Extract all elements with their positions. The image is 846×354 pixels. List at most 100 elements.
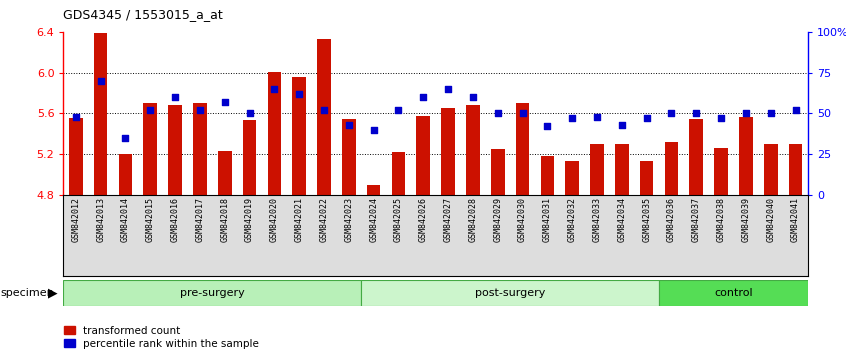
Text: GDS4345 / 1553015_a_at: GDS4345 / 1553015_a_at bbox=[63, 8, 223, 21]
Text: GSM842032: GSM842032 bbox=[568, 197, 577, 242]
Text: GSM842021: GSM842021 bbox=[294, 197, 304, 242]
Point bbox=[193, 107, 206, 113]
Text: GSM842012: GSM842012 bbox=[71, 197, 80, 242]
Point bbox=[788, 107, 802, 113]
Bar bbox=[267, 72, 281, 195]
Point bbox=[565, 115, 579, 121]
Bar bbox=[591, 144, 604, 195]
Bar bbox=[541, 156, 554, 195]
Text: GSM842041: GSM842041 bbox=[791, 197, 800, 242]
Text: GSM842031: GSM842031 bbox=[543, 197, 552, 242]
Bar bbox=[659, 280, 808, 306]
Bar bbox=[689, 119, 703, 195]
Bar bbox=[788, 144, 802, 195]
Point bbox=[714, 115, 728, 121]
Bar bbox=[739, 118, 753, 195]
Text: GSM842035: GSM842035 bbox=[642, 197, 651, 242]
Point bbox=[491, 110, 504, 116]
Bar bbox=[69, 118, 83, 195]
Point bbox=[591, 114, 604, 119]
Point bbox=[367, 127, 381, 132]
Point bbox=[541, 124, 554, 129]
Bar bbox=[442, 108, 455, 195]
Bar bbox=[416, 116, 430, 195]
Text: specimen: specimen bbox=[1, 288, 55, 298]
Bar bbox=[218, 151, 232, 195]
Point bbox=[615, 122, 629, 127]
Text: GSM842015: GSM842015 bbox=[146, 197, 155, 242]
Text: GSM842033: GSM842033 bbox=[592, 197, 602, 242]
Text: GSM842029: GSM842029 bbox=[493, 197, 503, 242]
Text: GSM842020: GSM842020 bbox=[270, 197, 279, 242]
Bar bbox=[565, 161, 579, 195]
Bar bbox=[491, 149, 504, 195]
Bar bbox=[193, 103, 206, 195]
Text: GSM842017: GSM842017 bbox=[195, 197, 205, 242]
Point bbox=[689, 110, 703, 116]
Text: GSM842040: GSM842040 bbox=[766, 197, 775, 242]
Point bbox=[416, 94, 430, 100]
Point bbox=[168, 94, 182, 100]
Point bbox=[243, 110, 256, 116]
Text: GSM842037: GSM842037 bbox=[692, 197, 700, 242]
Bar bbox=[293, 76, 306, 195]
Text: GSM842026: GSM842026 bbox=[419, 197, 428, 242]
Bar bbox=[665, 142, 678, 195]
Bar bbox=[466, 105, 480, 195]
Text: GSM842014: GSM842014 bbox=[121, 197, 130, 242]
Bar bbox=[317, 39, 331, 195]
Text: GSM842018: GSM842018 bbox=[220, 197, 229, 242]
Text: GSM842024: GSM842024 bbox=[369, 197, 378, 242]
Text: ▶: ▶ bbox=[48, 286, 58, 299]
Text: pre-surgery: pre-surgery bbox=[180, 288, 244, 298]
Bar bbox=[367, 184, 381, 195]
Point bbox=[516, 110, 530, 116]
Point bbox=[94, 78, 107, 84]
Text: GSM842025: GSM842025 bbox=[394, 197, 403, 242]
Point bbox=[392, 107, 405, 113]
Text: GSM842016: GSM842016 bbox=[171, 197, 179, 242]
Bar bbox=[615, 144, 629, 195]
Point bbox=[144, 107, 157, 113]
Bar bbox=[714, 148, 728, 195]
Text: GSM842027: GSM842027 bbox=[443, 197, 453, 242]
Text: GSM842039: GSM842039 bbox=[741, 197, 750, 242]
Point bbox=[466, 94, 480, 100]
Point bbox=[317, 107, 331, 113]
Text: post-surgery: post-surgery bbox=[475, 288, 546, 298]
Point bbox=[342, 122, 355, 127]
Point bbox=[218, 99, 232, 105]
Bar bbox=[243, 120, 256, 195]
Text: GSM842019: GSM842019 bbox=[245, 197, 254, 242]
Text: GSM842038: GSM842038 bbox=[717, 197, 726, 242]
Bar bbox=[392, 152, 405, 195]
Bar bbox=[94, 33, 107, 195]
Point bbox=[764, 110, 777, 116]
Point bbox=[739, 110, 753, 116]
Point bbox=[665, 110, 678, 116]
Bar bbox=[168, 105, 182, 195]
Bar bbox=[63, 280, 361, 306]
Text: GSM842022: GSM842022 bbox=[320, 197, 328, 242]
Point bbox=[640, 115, 653, 121]
Text: GSM842023: GSM842023 bbox=[344, 197, 354, 242]
Bar bbox=[516, 103, 530, 195]
Point bbox=[267, 86, 281, 92]
Point bbox=[293, 91, 306, 97]
Point bbox=[69, 114, 83, 119]
Text: GSM842030: GSM842030 bbox=[518, 197, 527, 242]
Bar bbox=[361, 280, 659, 306]
Point bbox=[118, 135, 132, 141]
Text: control: control bbox=[714, 288, 753, 298]
Bar bbox=[640, 161, 653, 195]
Legend: transformed count, percentile rank within the sample: transformed count, percentile rank withi… bbox=[64, 326, 259, 349]
Bar bbox=[144, 103, 157, 195]
Text: GSM842028: GSM842028 bbox=[469, 197, 477, 242]
Bar bbox=[764, 144, 777, 195]
Bar bbox=[342, 119, 355, 195]
Bar bbox=[118, 154, 132, 195]
Text: GSM842034: GSM842034 bbox=[618, 197, 626, 242]
Point bbox=[442, 86, 455, 92]
Text: GSM842036: GSM842036 bbox=[667, 197, 676, 242]
Text: GSM842013: GSM842013 bbox=[96, 197, 105, 242]
